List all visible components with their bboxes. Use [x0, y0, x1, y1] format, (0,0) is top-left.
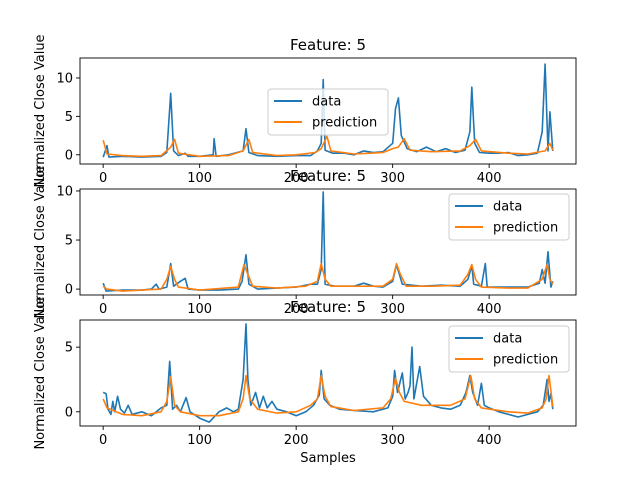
axes-frame	[79, 319, 577, 427]
series-line-prediction	[102, 135, 554, 158]
x-tick-label: 200	[284, 433, 309, 448]
x-tick-label: 100	[187, 433, 212, 448]
y-tick-label: 5	[65, 234, 73, 249]
y-tick-label: 5	[65, 341, 73, 356]
x-tick-label: 100	[187, 171, 212, 186]
y-tick-label: 10	[56, 71, 73, 86]
x-tick-label: 300	[380, 302, 405, 317]
y-tick-label: 0	[65, 283, 73, 298]
legend-label-prediction: prediction	[493, 353, 558, 368]
series-line-prediction	[102, 374, 554, 417]
x-tick-label: 0	[99, 171, 107, 186]
x-tick-label: 200	[284, 171, 309, 186]
x-axis-label: Samples	[300, 451, 356, 466]
x-tick-label: 300	[380, 171, 405, 186]
x-tick-label: 100	[187, 302, 212, 317]
chart-title: Feature: 5	[290, 167, 366, 185]
chart-panel-3: 0 100 200 300 400 0 5 Feature: 5 Normalized Clos…	[33, 296, 577, 466]
chart-panel-1: 0 100 200 300 400 0 5 10 Feature: 5 Normalized Cl…	[33, 34, 577, 188]
legend-label-prediction: prediction	[493, 221, 558, 236]
x-tick-label: 0	[99, 433, 107, 448]
y-tick-label: 0	[65, 405, 73, 420]
chart-title: Feature: 5	[290, 36, 366, 54]
chart-panel-2: 0 100 200 300 400 0 5 10 Feature: 5 Normalized Cl…	[33, 165, 577, 319]
series-line-prediction	[102, 262, 554, 292]
x-tick-label: 300	[380, 433, 405, 448]
chart-title: Feature: 5	[290, 298, 366, 316]
axes-frame	[79, 57, 577, 165]
legend: data prediction	[448, 325, 570, 373]
legend-label-data: data	[312, 95, 341, 110]
axes-frame	[79, 188, 577, 296]
y-axis-label: Normalized Close Value	[33, 165, 48, 318]
y-tick-label: 0	[65, 148, 73, 163]
x-tick-label: 400	[477, 302, 502, 317]
legend-label-prediction: prediction	[312, 116, 377, 131]
y-tick-label: 10	[56, 184, 73, 199]
legend-label-data: data	[493, 200, 522, 215]
y-axis-label: Normalized Close Value	[33, 34, 48, 187]
series-line-data	[102, 191, 554, 292]
y-tick-label: 5	[65, 110, 73, 125]
x-tick-label: 400	[477, 171, 502, 186]
legend-label-data: data	[493, 332, 522, 347]
x-tick-label: 400	[477, 433, 502, 448]
legend: data prediction	[267, 88, 389, 136]
y-axis-label: Normalized Close Value	[33, 296, 48, 449]
x-tick-label: 200	[284, 302, 309, 317]
legend: data prediction	[448, 193, 570, 241]
x-tick-label: 0	[99, 302, 107, 317]
